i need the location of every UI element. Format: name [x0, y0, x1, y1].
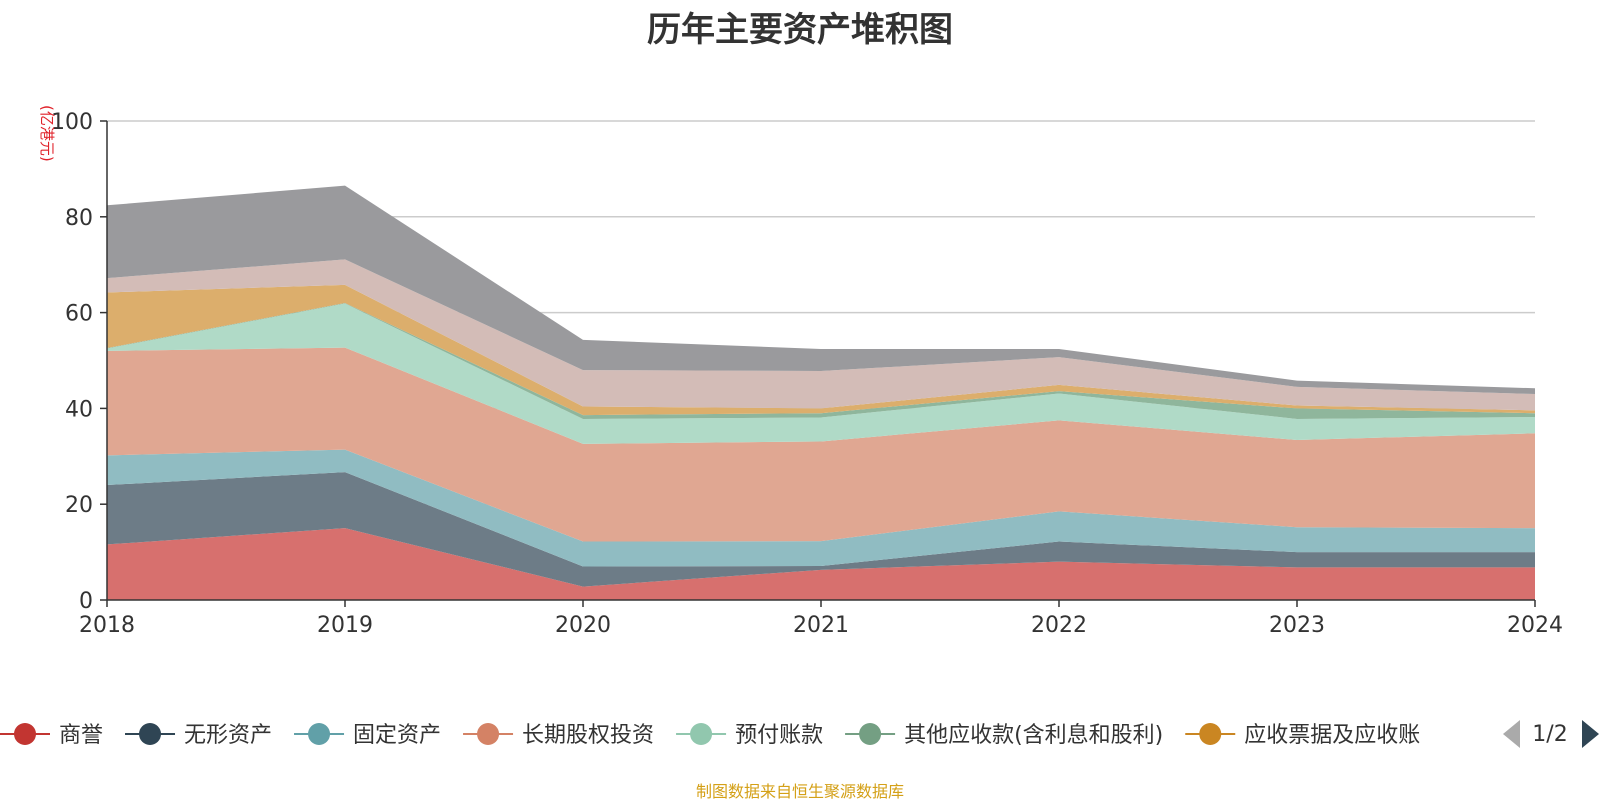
stacked-areas	[107, 185, 1535, 600]
legend-item-3[interactable]: 固定资产	[294, 723, 441, 748]
area-series-3	[107, 449, 1535, 567]
legend-marker-icon	[1199, 723, 1222, 745]
axes: 0 20 40 60 80 100 2018 2019 2020 2021 2022 2023 2024	[51, 110, 1563, 638]
legend-label: 无形资产	[184, 723, 272, 748]
legend-item-4[interactable]: 长期股权投资	[463, 723, 654, 748]
area-series-7	[107, 284, 1535, 416]
legend-marker-icon	[14, 723, 36, 745]
source-note: 制图数据来自恒生聚源数据库	[695, 782, 904, 801]
legend-pager: 1/2	[1503, 720, 1599, 748]
legend-marker-icon	[859, 723, 882, 745]
triangle-left-icon[interactable]	[1503, 720, 1520, 748]
x-tick-label: 2022	[1031, 613, 1087, 638]
legend-marker-icon	[690, 723, 713, 745]
legend-label: 固定资产	[353, 723, 441, 748]
legend-item-2[interactable]: 无形资产	[125, 723, 272, 748]
y-tick-label: 80	[65, 206, 93, 231]
x-tick-label: 2023	[1269, 613, 1325, 638]
x-tick-label: 2018	[79, 613, 135, 638]
legend-label: 应收票据及应收账	[1244, 723, 1420, 748]
y-tick-label: 40	[65, 397, 93, 422]
legend-label: 长期股权投资	[522, 723, 654, 748]
legend-label: 其他应收款(含利息和股利)	[904, 723, 1163, 748]
legend-item-7[interactable]: 应收票据及应收账	[1185, 723, 1420, 748]
chart-title: 历年主要资产堆积图	[647, 10, 953, 50]
area-series-9	[107, 185, 1535, 395]
area-series-2	[107, 472, 1535, 587]
x-tick-label: 2021	[793, 613, 849, 638]
area-series-5	[107, 303, 1535, 444]
x-tick-label: 2020	[555, 613, 611, 638]
area-series-8	[107, 259, 1535, 411]
y-tick-label: 60	[65, 302, 93, 327]
x-tick-label: 2019	[317, 613, 373, 638]
legend-label: 商誉	[59, 723, 103, 748]
y-tick-label: 100	[51, 110, 93, 135]
y-tick-label: 20	[65, 493, 93, 518]
legend-page-indicator: 1/2	[1532, 722, 1567, 747]
area-series-4	[107, 347, 1535, 542]
y-tick-label: 0	[79, 589, 93, 614]
triangle-right-icon[interactable]	[1582, 720, 1599, 748]
legend-item-5[interactable]: 预付账款	[676, 723, 823, 748]
legend-marker-icon	[308, 723, 331, 745]
legend-item-6[interactable]: 其他应收款(含利息和股利)	[845, 723, 1163, 748]
legend-item-1[interactable]: 商誉	[0, 723, 103, 748]
legend-marker-icon	[477, 723, 500, 745]
area-series-1	[107, 528, 1535, 600]
legend: 商誉 无形资产 固定资产 长期股权投资 预付账款 其他应收款(含利息和股利) 应收票据及应收…	[0, 723, 1420, 748]
legend-label: 预付账款	[735, 723, 823, 748]
y-unit-label: (亿港元)	[38, 105, 56, 162]
legend-marker-icon	[139, 723, 162, 745]
x-tick-label: 2024	[1507, 613, 1563, 638]
